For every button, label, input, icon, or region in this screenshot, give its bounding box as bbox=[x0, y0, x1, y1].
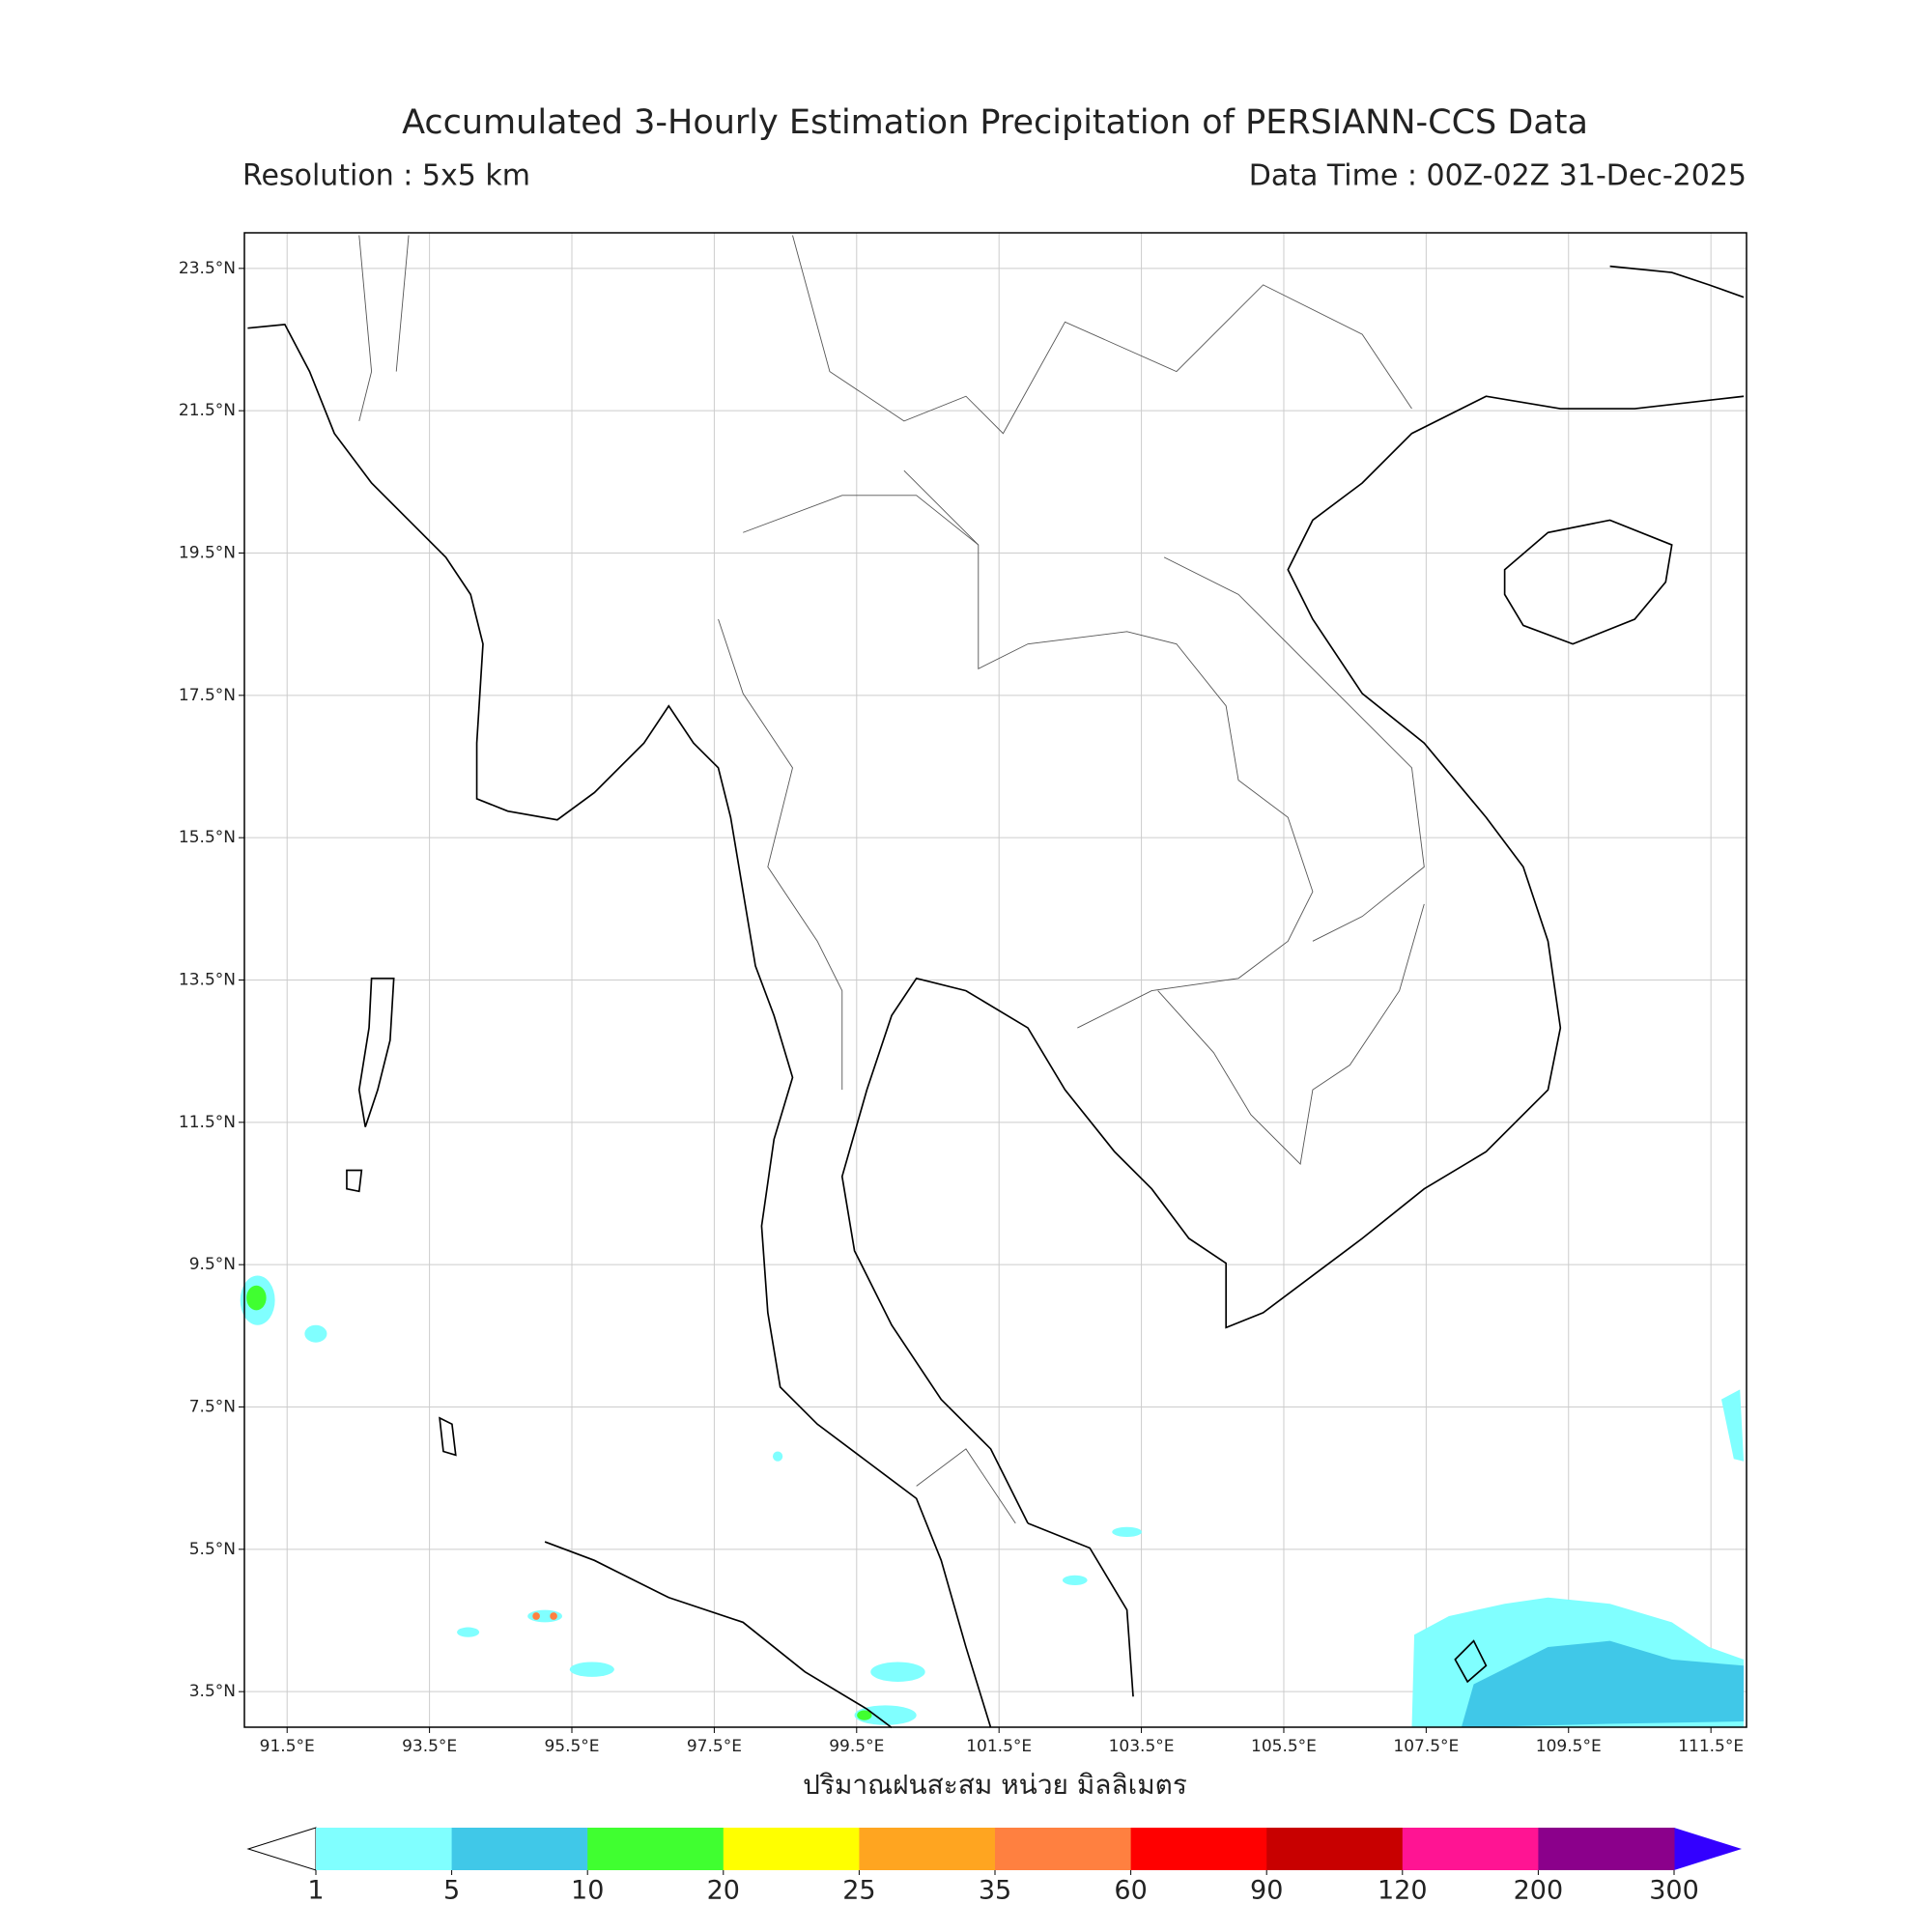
x-tick-label: 105.5°E bbox=[1251, 1737, 1317, 1756]
borders bbox=[358, 235, 1425, 1524]
y-tick-label: 11.5°N bbox=[179, 1113, 236, 1132]
colorbar-tick-label: 1 bbox=[307, 1876, 324, 1906]
y-tick-label: 7.5°N bbox=[189, 1398, 236, 1417]
x-tick-label: 103.5°E bbox=[1109, 1737, 1175, 1756]
title: Accumulated 3-Hourly Estimation Precipit… bbox=[402, 103, 1588, 142]
colorbar-tick-label: 120 bbox=[1378, 1876, 1428, 1906]
y-tick-label: 23.5°N bbox=[179, 259, 236, 278]
colorbar-bin bbox=[995, 1828, 1132, 1870]
resolution: Resolution : 5x5 km bbox=[242, 159, 530, 193]
colorbar-tick-label: 20 bbox=[707, 1876, 740, 1906]
x-tick-label: 107.5°E bbox=[1393, 1737, 1459, 1756]
colorbar-bin bbox=[1130, 1828, 1267, 1870]
coastlines bbox=[247, 265, 1745, 1729]
colorbar-bin bbox=[1538, 1828, 1675, 1870]
y-tick-label: 17.5°N bbox=[179, 686, 236, 705]
y-tick-label: 15.5°N bbox=[179, 828, 236, 847]
x-tick-label: 95.5°E bbox=[544, 1737, 599, 1756]
precip-areas bbox=[240, 1275, 1745, 1728]
grid bbox=[244, 233, 1747, 1727]
y-tick-label: 3.5°N bbox=[189, 1682, 236, 1701]
colorbar-under bbox=[246, 1827, 317, 1871]
colorbar-tick-label: 25 bbox=[842, 1876, 875, 1906]
x-tick-label: 91.5°E bbox=[260, 1737, 315, 1756]
colorbar: 1 5 10 20 25 35 60 90 120 200 300 bbox=[246, 1827, 1742, 1906]
colorbar-bin bbox=[1402, 1828, 1539, 1870]
colorbar-tick-label: 300 bbox=[1649, 1876, 1699, 1906]
colorbar-over bbox=[1674, 1828, 1742, 1870]
x-tick-label: 99.5°E bbox=[829, 1737, 884, 1756]
x-tick-label: 109.5°E bbox=[1536, 1737, 1602, 1756]
y-tick-label: 9.5°N bbox=[189, 1255, 236, 1274]
colorbar-bin bbox=[1266, 1828, 1404, 1870]
x-tick-label: 97.5°E bbox=[687, 1737, 742, 1756]
y-tick-label: 19.5°N bbox=[179, 544, 236, 563]
y-tick-label: 5.5°N bbox=[189, 1540, 236, 1559]
basemap bbox=[240, 235, 1745, 1729]
colorbar-label: ปริมาณฝนสะสม หน่วย มิลลิเมตร bbox=[803, 1769, 1187, 1801]
colorbar-bin bbox=[723, 1828, 860, 1870]
colorbar-bin bbox=[316, 1828, 453, 1870]
colorbar-tick-label: 200 bbox=[1514, 1876, 1564, 1906]
colorbar-tick-label: 90 bbox=[1250, 1876, 1283, 1906]
colorbar-bin bbox=[859, 1828, 996, 1870]
colorbar-tick-label: 10 bbox=[571, 1876, 604, 1906]
colorbar-bin bbox=[587, 1828, 724, 1870]
x-tick-label: 101.5°E bbox=[966, 1737, 1032, 1756]
x-tick-label: 93.5°E bbox=[402, 1737, 457, 1756]
data-time: Data Time : 00Z-02Z 31-Dec-2025 bbox=[1249, 159, 1747, 193]
colorbar-tick-label: 35 bbox=[979, 1876, 1011, 1906]
colorbar-tick-label: 60 bbox=[1114, 1876, 1147, 1906]
colorbar-tick-label: 5 bbox=[443, 1876, 460, 1906]
y-tick-label: 21.5°N bbox=[179, 401, 236, 420]
y-tick-label: 13.5°N bbox=[179, 971, 236, 990]
x-tick-label: 111.5°E bbox=[1678, 1737, 1744, 1756]
colorbar-bin bbox=[451, 1828, 588, 1870]
